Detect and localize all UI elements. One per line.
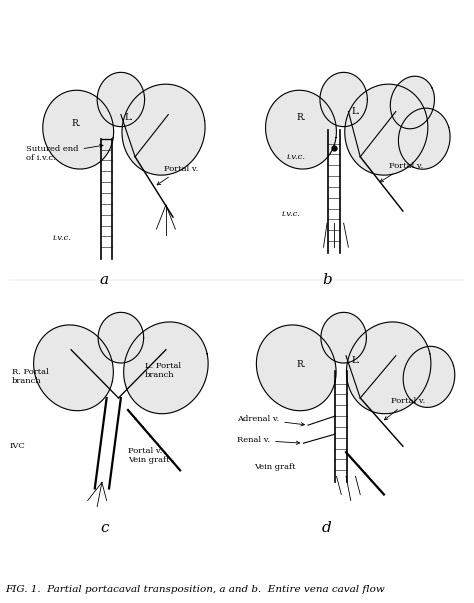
Text: L.: L. bbox=[351, 356, 360, 365]
Text: i.v.c.: i.v.c. bbox=[52, 234, 71, 242]
Text: Vein graft: Vein graft bbox=[254, 463, 295, 472]
Text: Renal v.: Renal v. bbox=[237, 436, 300, 444]
Polygon shape bbox=[34, 325, 113, 411]
Text: L.: L. bbox=[351, 107, 360, 116]
Text: i.v.c.: i.v.c. bbox=[287, 153, 306, 161]
Polygon shape bbox=[43, 90, 114, 169]
Polygon shape bbox=[345, 84, 428, 175]
Text: Sutured end
of i.v.c.: Sutured end of i.v.c. bbox=[26, 144, 103, 162]
Text: Portal v.
Vein graft: Portal v. Vein graft bbox=[128, 447, 170, 464]
Polygon shape bbox=[320, 72, 367, 127]
Text: L.: L. bbox=[125, 113, 133, 122]
Text: i.v.c.: i.v.c. bbox=[282, 210, 301, 218]
Polygon shape bbox=[98, 312, 144, 363]
Polygon shape bbox=[346, 322, 431, 414]
Text: IVC: IVC bbox=[9, 442, 25, 450]
Polygon shape bbox=[399, 108, 450, 169]
Text: Portal v.: Portal v. bbox=[380, 162, 423, 182]
Text: R.: R. bbox=[296, 113, 306, 122]
Polygon shape bbox=[321, 312, 366, 363]
Text: Portal v.: Portal v. bbox=[157, 165, 198, 185]
Polygon shape bbox=[403, 346, 455, 408]
Text: Portal v.: Portal v. bbox=[384, 397, 425, 420]
Text: b: b bbox=[322, 273, 332, 288]
Text: R. Portal
branch: R. Portal branch bbox=[12, 368, 49, 385]
Polygon shape bbox=[390, 76, 435, 129]
Text: Adrenal v.: Adrenal v. bbox=[237, 415, 304, 426]
Polygon shape bbox=[122, 84, 205, 175]
Polygon shape bbox=[97, 72, 145, 127]
Text: R.: R. bbox=[296, 361, 306, 369]
Text: R.: R. bbox=[71, 119, 81, 128]
Polygon shape bbox=[265, 90, 337, 169]
Polygon shape bbox=[124, 322, 208, 414]
Text: a: a bbox=[100, 273, 109, 288]
Text: FIG. 1.  Partial portacaval transposition, a and b.  Entire vena caval flow: FIG. 1. Partial portacaval transposition… bbox=[5, 586, 384, 594]
Text: d: d bbox=[322, 520, 332, 535]
Polygon shape bbox=[256, 325, 336, 411]
Text: L. Portal
branch: L. Portal branch bbox=[145, 362, 181, 379]
Text: c: c bbox=[100, 520, 109, 535]
